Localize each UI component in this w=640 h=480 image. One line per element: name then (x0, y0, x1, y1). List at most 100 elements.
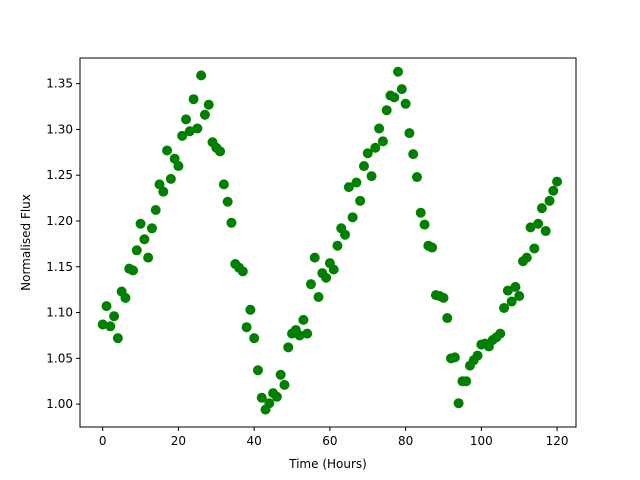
data-point (506, 296, 517, 307)
data-point (396, 84, 407, 95)
data-point (302, 328, 313, 339)
data-point (377, 136, 388, 147)
y-tick-label: 1.15 (46, 260, 73, 274)
y-tick-label: 1.20 (46, 214, 73, 228)
data-point (313, 291, 324, 302)
y-axis-ticks: 1.00 1.05 1.10 1.15 1.20 1.25 1.30 1.35 (46, 77, 80, 411)
data-point (184, 126, 195, 137)
data-point (514, 291, 525, 302)
data-point (408, 149, 419, 160)
data-point (321, 272, 332, 283)
data-point (510, 281, 521, 292)
data-point (165, 173, 176, 184)
data-point (218, 179, 229, 190)
data-point (347, 212, 358, 223)
data-point (226, 217, 237, 228)
data-point (362, 148, 373, 159)
data-point (177, 130, 188, 141)
data-point (495, 328, 506, 339)
data-point (449, 352, 460, 363)
data-point (158, 186, 169, 197)
data-point (139, 234, 150, 245)
data-point (533, 218, 544, 229)
data-point (393, 66, 404, 77)
data-point (351, 177, 362, 188)
x-tick-label: 80 (398, 434, 413, 448)
x-tick-label: 0 (99, 434, 107, 448)
data-point (112, 333, 123, 344)
data-point (245, 304, 256, 315)
data-point (332, 240, 343, 251)
data-point (271, 391, 282, 402)
x-axis-ticks: 0 20 40 60 80 100 120 (99, 427, 569, 448)
x-axis-label: Time (Hours) (288, 457, 367, 471)
data-point (222, 196, 233, 207)
data-point (415, 207, 426, 218)
data-point (521, 252, 532, 263)
data-point (540, 226, 551, 237)
data-point (419, 219, 430, 230)
data-point (328, 264, 339, 275)
y-tick-label: 1.25 (46, 168, 73, 182)
data-point (101, 301, 112, 312)
y-axis-label: Normalised Flux (19, 194, 33, 291)
data-point (389, 92, 400, 103)
data-point (120, 292, 131, 303)
data-point (499, 302, 510, 313)
data-point (215, 146, 226, 157)
y-tick-label: 1.00 (46, 397, 73, 411)
data-point (442, 313, 453, 324)
data-point (548, 185, 559, 196)
x-tick-label: 20 (171, 434, 186, 448)
data-point (536, 203, 547, 214)
data-point (196, 70, 207, 81)
data-point (343, 182, 354, 193)
data-point (264, 398, 275, 409)
data-point (173, 161, 184, 172)
data-point (461, 376, 472, 387)
data-point (411, 172, 422, 183)
data-point (309, 252, 320, 263)
data-point (305, 279, 316, 290)
y-tick-label: 1.35 (46, 77, 73, 91)
data-point (237, 266, 248, 277)
data-point (162, 145, 173, 156)
data-point (109, 311, 120, 322)
data-point (453, 398, 464, 409)
data-point (252, 365, 263, 376)
data-point (525, 222, 536, 233)
data-point (370, 142, 381, 153)
data-point (366, 171, 377, 182)
data-point (279, 379, 290, 390)
x-tick-label: 60 (322, 434, 337, 448)
data-point (105, 321, 116, 332)
data-point (552, 176, 563, 187)
data-point (135, 218, 146, 229)
data-point (181, 114, 192, 125)
data-point (404, 128, 415, 139)
data-point (131, 245, 142, 256)
data-point (355, 195, 366, 206)
data-point (529, 243, 540, 254)
data-point (340, 229, 351, 240)
data-point (199, 109, 210, 120)
data-point (472, 350, 483, 361)
data-point (150, 205, 161, 215)
data-point (188, 94, 199, 105)
y-tick-label: 1.10 (46, 306, 73, 320)
data-point (544, 195, 555, 206)
plot-area-frame (79, 57, 577, 428)
x-tick-label: 40 (247, 434, 262, 448)
data-point (249, 333, 260, 344)
x-tick-label: 120 (546, 434, 569, 448)
data-points-layer (97, 66, 563, 415)
data-point (241, 322, 252, 333)
y-tick-label: 1.30 (46, 122, 73, 136)
data-point (438, 292, 449, 303)
data-point (374, 123, 385, 134)
data-point (283, 342, 294, 353)
data-point (400, 98, 411, 109)
data-point (203, 99, 214, 110)
data-point (502, 285, 513, 296)
